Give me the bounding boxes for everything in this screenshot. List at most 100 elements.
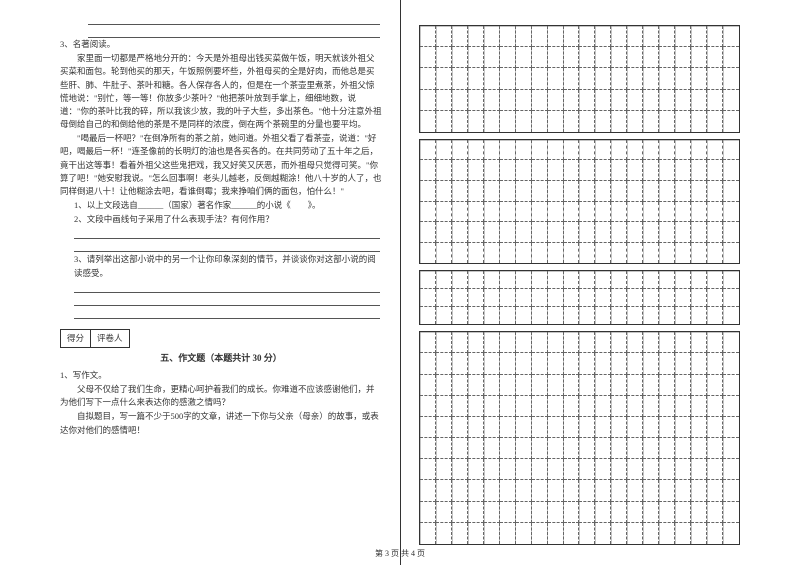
grid-cell bbox=[564, 523, 580, 544]
answer-line bbox=[74, 226, 380, 239]
grid-cell bbox=[484, 289, 500, 307]
answer-line bbox=[88, 25, 380, 38]
grid-cell bbox=[595, 181, 611, 202]
question-3-heading: 3、名著阅读。 bbox=[60, 38, 382, 51]
grid-cell bbox=[659, 480, 675, 501]
grid-cell bbox=[595, 480, 611, 501]
grid-cell bbox=[548, 332, 564, 353]
grid-cell bbox=[516, 111, 532, 132]
grid-cell bbox=[659, 90, 675, 111]
sub-q1-text-b: 》。 bbox=[308, 200, 321, 210]
grid-cell bbox=[707, 202, 723, 223]
grid-cell bbox=[516, 307, 532, 325]
grid-cell bbox=[564, 353, 580, 374]
grid-cell bbox=[516, 332, 532, 353]
grid-cell bbox=[468, 307, 484, 325]
grid-cell bbox=[532, 181, 548, 202]
grid-cell bbox=[723, 307, 739, 325]
grid-cell bbox=[595, 68, 611, 89]
grid-cell bbox=[675, 417, 691, 438]
grid-cell bbox=[691, 332, 707, 353]
grid-cell bbox=[643, 202, 659, 223]
grid-cell bbox=[548, 375, 564, 396]
grid-cell bbox=[564, 222, 580, 243]
section-5-title: 五、作文题（本题共计 30 分） bbox=[60, 352, 382, 366]
grid-cell bbox=[564, 480, 580, 501]
grid-cell bbox=[484, 47, 500, 68]
grid-cell bbox=[564, 47, 580, 68]
sub-question-3: 3、请列举出这部小说中的另一个让你印象深刻的情节，并谈谈你对这部小说的阅读感受。 bbox=[74, 253, 382, 279]
grid-cell bbox=[468, 160, 484, 181]
grid-cell bbox=[452, 47, 468, 68]
grid-cell bbox=[564, 271, 580, 289]
grid-cell bbox=[595, 353, 611, 374]
grid-cell bbox=[468, 68, 484, 89]
grid-cell bbox=[611, 459, 627, 480]
grid-cell bbox=[452, 68, 468, 89]
grid-cell bbox=[643, 375, 659, 396]
grid-cell bbox=[548, 111, 564, 132]
grid-cell bbox=[548, 523, 564, 544]
grid-cell bbox=[452, 502, 468, 523]
grid-cell bbox=[468, 459, 484, 480]
grid-cell bbox=[548, 396, 564, 417]
grid-cell bbox=[548, 68, 564, 89]
grid-cell bbox=[643, 243, 659, 264]
grid-cell bbox=[723, 353, 739, 374]
grid-cell bbox=[564, 26, 580, 47]
grid-cell bbox=[452, 459, 468, 480]
left-column: 3、名著阅读。 家里面一切都是严格地分开的：今天是外祖母出钱买菜做午饭，明天就该… bbox=[0, 0, 400, 565]
grid-cell bbox=[643, 90, 659, 111]
grid-cell bbox=[659, 47, 675, 68]
grid-cell bbox=[516, 459, 532, 480]
grid-cell bbox=[611, 271, 627, 289]
grid-cell bbox=[643, 271, 659, 289]
grid-cell bbox=[691, 375, 707, 396]
grid-cell bbox=[595, 111, 611, 132]
grid-cell bbox=[420, 480, 436, 501]
grid-cell bbox=[532, 68, 548, 89]
grid-cell bbox=[548, 243, 564, 264]
grid-cell bbox=[691, 353, 707, 374]
grid-cell bbox=[500, 47, 516, 68]
grid-cell bbox=[452, 271, 468, 289]
grid-cell bbox=[675, 160, 691, 181]
grid-cell bbox=[436, 111, 452, 132]
grid-cell bbox=[659, 459, 675, 480]
grid-cell bbox=[707, 438, 723, 459]
grid-cell bbox=[611, 90, 627, 111]
grid-cell bbox=[691, 222, 707, 243]
grid-cell bbox=[627, 90, 643, 111]
grid-cell bbox=[691, 459, 707, 480]
grid-cell bbox=[643, 160, 659, 181]
grid-cell bbox=[579, 26, 595, 47]
grid-cell bbox=[452, 332, 468, 353]
grid-cell bbox=[516, 68, 532, 89]
grid-cell bbox=[707, 271, 723, 289]
grid-cell bbox=[532, 502, 548, 523]
grid-cell bbox=[659, 502, 675, 523]
grid-cell bbox=[468, 438, 484, 459]
grid-cell bbox=[675, 140, 691, 161]
sub-question-1: 1、以上文段选自______（国家）著名作家______的小说《 》。 bbox=[74, 199, 382, 212]
grid-cell bbox=[659, 111, 675, 132]
grid-cell bbox=[436, 480, 452, 501]
grid-cell bbox=[564, 332, 580, 353]
grid-cell bbox=[659, 332, 675, 353]
grid-cell bbox=[643, 417, 659, 438]
grid-cell bbox=[564, 111, 580, 132]
grid-cell bbox=[707, 417, 723, 438]
grid-cell bbox=[723, 289, 739, 307]
grid-cell bbox=[548, 202, 564, 223]
grid-cell bbox=[516, 417, 532, 438]
right-column bbox=[400, 0, 800, 565]
grid-cell bbox=[723, 480, 739, 501]
grid-cell bbox=[548, 307, 564, 325]
grid-cell bbox=[452, 140, 468, 161]
grid-cell bbox=[707, 396, 723, 417]
grid-cell bbox=[532, 26, 548, 47]
grid-cell bbox=[723, 68, 739, 89]
sub-question-2: 2、文段中画线句子采用了什么表现手法？有何作用？ bbox=[74, 213, 382, 226]
grid-cell bbox=[579, 140, 595, 161]
grid-cell bbox=[595, 26, 611, 47]
